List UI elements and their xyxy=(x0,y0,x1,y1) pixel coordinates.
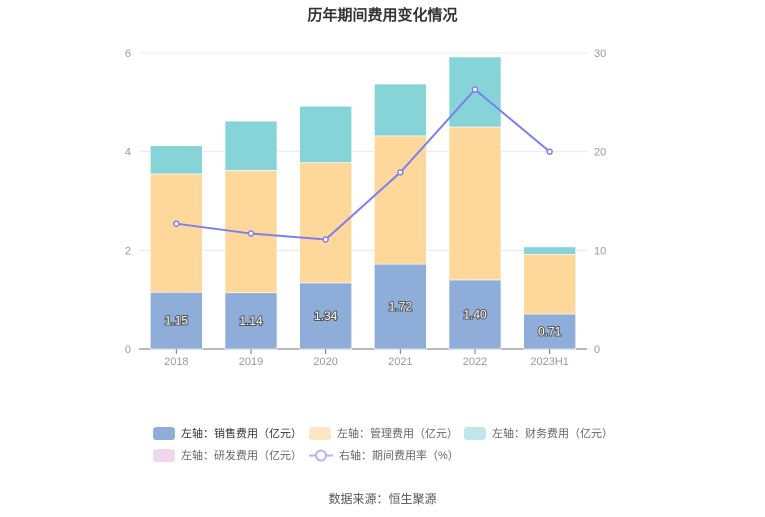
legend-label: 左轴：研发费用（亿元） xyxy=(181,450,302,462)
bar-segment xyxy=(299,105,352,163)
legend-item-rate[interactable]: 右轴：期间费用率（%） xyxy=(309,447,459,463)
rate-point xyxy=(173,220,180,227)
data-source: 数据来源：恒生聚源 xyxy=(328,492,437,506)
bar-segment xyxy=(523,253,576,315)
x-tick-label: 2018 xyxy=(164,356,188,368)
right-tick-label: 20 xyxy=(594,147,606,159)
rate-point xyxy=(397,169,404,176)
x-tick-label: 2020 xyxy=(313,356,337,368)
rate-point xyxy=(546,148,553,155)
legend-item-rd[interactable]: 左轴：研发费用（亿元） xyxy=(153,447,302,463)
bar-segment xyxy=(523,313,576,350)
left-tick-label: 2 xyxy=(125,245,131,257)
x-tick-label: 2023H1 xyxy=(530,356,569,368)
bar-segment xyxy=(150,173,203,293)
bar-value-label: 1.72 xyxy=(389,300,413,314)
bar-value-label: 1.34 xyxy=(314,309,338,323)
x-tick-label: 2019 xyxy=(239,356,263,368)
bar-segment xyxy=(448,126,502,281)
right-tick-label: 10 xyxy=(594,245,606,257)
right-tick-label: 0 xyxy=(594,344,600,356)
rate-line xyxy=(176,88,551,241)
bar-segment xyxy=(224,120,278,171)
left-tick-label: 4 xyxy=(125,147,131,159)
left-tick-label: 0 xyxy=(125,344,131,356)
bar-value-label: 0.71 xyxy=(538,324,562,338)
legend-label: 左轴：财务费用（亿元） xyxy=(492,428,613,440)
legend-item-finance[interactable]: 左轴：财务费用（亿元） xyxy=(464,425,613,441)
rate-point xyxy=(322,236,329,243)
chart-title: 历年期间费用变化情况 xyxy=(307,7,458,24)
legend-label: 左轴：管理费用（亿元） xyxy=(337,428,458,440)
legend-item-sales[interactable]: 左轴：销售费用（亿元） xyxy=(153,425,302,441)
bar-value-label: 1.40 xyxy=(463,307,487,321)
legend-label: 左轴：销售费用（亿元） xyxy=(181,428,302,440)
legend-label: 右轴：期间费用率（%） xyxy=(339,450,459,462)
legend-swatch xyxy=(464,426,486,440)
left-tick-label: 6 xyxy=(125,48,131,60)
rate-point xyxy=(247,230,255,237)
legend-swatch xyxy=(153,426,175,440)
bar-segment xyxy=(523,246,576,255)
x-tick-label: 2022 xyxy=(463,356,487,368)
rate-point xyxy=(471,86,479,93)
line-marker-icon xyxy=(309,449,333,461)
bar-segment xyxy=(374,135,427,265)
bar-segment xyxy=(299,282,352,350)
bar-value-label: 1.15 xyxy=(165,314,189,328)
bar-segment xyxy=(448,279,502,350)
bar-segment xyxy=(374,83,427,137)
bar-segment xyxy=(150,145,203,175)
legend-item-admin[interactable]: 左轴：管理费用（亿元） xyxy=(309,425,458,441)
legend-swatch xyxy=(309,426,331,440)
legend-swatch xyxy=(153,448,175,462)
x-tick-label: 2021 xyxy=(388,356,412,368)
bar-value-label: 1.14 xyxy=(239,314,263,328)
right-tick-label: 30 xyxy=(594,48,606,60)
